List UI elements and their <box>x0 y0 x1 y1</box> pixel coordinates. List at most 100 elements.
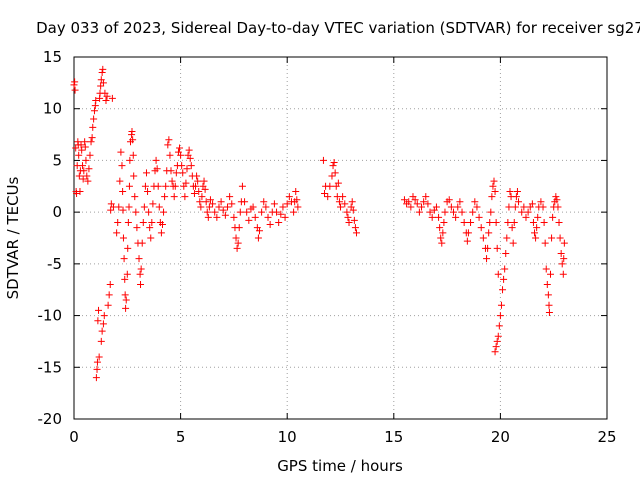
data-point <box>440 218 448 226</box>
data-point <box>129 151 137 159</box>
data-point <box>518 208 526 216</box>
data-point <box>486 218 494 226</box>
data-point <box>209 200 217 208</box>
data-point <box>264 213 272 221</box>
data-point <box>437 234 445 242</box>
data-point <box>181 193 189 201</box>
data-point <box>553 196 561 204</box>
data-point <box>77 141 85 149</box>
data-point <box>95 353 103 361</box>
data-point <box>422 193 430 201</box>
y-tick-label: -20 <box>38 410 63 428</box>
axis-ticks <box>73 56 608 420</box>
data-point <box>168 177 176 185</box>
x-axis-title: GPS time / hours <box>277 457 403 475</box>
data-point <box>122 296 130 304</box>
data-point <box>251 213 259 221</box>
data-point <box>79 175 87 183</box>
data-point <box>560 255 568 263</box>
data-point <box>249 203 257 211</box>
data-point <box>495 322 503 330</box>
data-point <box>170 193 178 201</box>
data-point <box>464 229 472 237</box>
data-point <box>277 210 285 218</box>
data-point <box>520 203 528 211</box>
x-tick-labels: 0 5 10 15 20 25 <box>69 428 616 446</box>
data-point <box>145 208 153 216</box>
data-point <box>70 81 78 89</box>
data-point <box>343 208 351 216</box>
data-point <box>531 229 539 237</box>
data-point <box>501 265 509 273</box>
data-point <box>449 208 457 216</box>
data-point <box>534 213 542 221</box>
data-point <box>88 134 96 142</box>
data-point <box>108 94 116 102</box>
data-point <box>230 213 238 221</box>
data-point <box>75 172 83 180</box>
x-tick-label: 20 <box>491 428 510 446</box>
data-point <box>545 308 553 316</box>
data-point <box>235 224 243 232</box>
data-point <box>93 358 101 366</box>
x-tick-label: 25 <box>597 428 616 446</box>
data-point <box>105 291 113 299</box>
data-point <box>547 270 555 278</box>
data-point <box>80 167 88 175</box>
data-point <box>293 196 301 204</box>
data-point <box>178 162 186 170</box>
data-point <box>489 182 497 190</box>
data-point <box>130 172 138 180</box>
data-point <box>133 224 141 232</box>
data-point <box>137 281 145 289</box>
data-point <box>405 198 413 206</box>
data-point <box>85 165 93 173</box>
data-point <box>120 255 128 263</box>
data-point <box>226 193 234 201</box>
data-point <box>545 301 553 309</box>
data-point <box>124 218 132 226</box>
data-point <box>78 146 86 154</box>
data-point <box>161 193 169 201</box>
data-point <box>201 185 209 193</box>
data-point <box>484 244 492 252</box>
data-point <box>179 169 187 177</box>
data-point <box>86 151 94 159</box>
data-point <box>158 221 166 229</box>
data-point <box>125 203 133 211</box>
data-point <box>75 151 83 159</box>
data-point <box>153 165 161 173</box>
data-point <box>139 218 147 226</box>
data-point <box>152 156 160 164</box>
data-point <box>206 196 214 204</box>
data-markers <box>70 65 568 382</box>
data-point <box>146 224 154 232</box>
data-point <box>549 213 557 221</box>
data-point <box>162 182 170 190</box>
data-point <box>71 78 79 86</box>
data-point <box>345 218 353 226</box>
x-tick-label: 15 <box>384 428 403 446</box>
data-point <box>100 312 108 320</box>
data-point <box>331 169 339 177</box>
data-point <box>524 208 532 216</box>
y-tick-label: 10 <box>43 100 62 118</box>
data-point <box>97 337 105 345</box>
data-point <box>330 158 338 166</box>
data-point <box>135 255 143 263</box>
data-point <box>541 239 549 247</box>
data-point <box>349 206 357 214</box>
data-point <box>232 234 240 242</box>
data-point <box>187 162 195 170</box>
data-point <box>117 148 125 156</box>
plot-frame <box>73 56 608 420</box>
data-point <box>197 203 205 211</box>
data-point <box>99 65 107 73</box>
data-point <box>121 275 129 283</box>
data-point <box>147 234 155 242</box>
data-point <box>148 218 156 226</box>
data-point <box>435 213 443 221</box>
data-point <box>122 304 130 312</box>
data-point <box>215 203 223 211</box>
data-point <box>190 190 198 198</box>
